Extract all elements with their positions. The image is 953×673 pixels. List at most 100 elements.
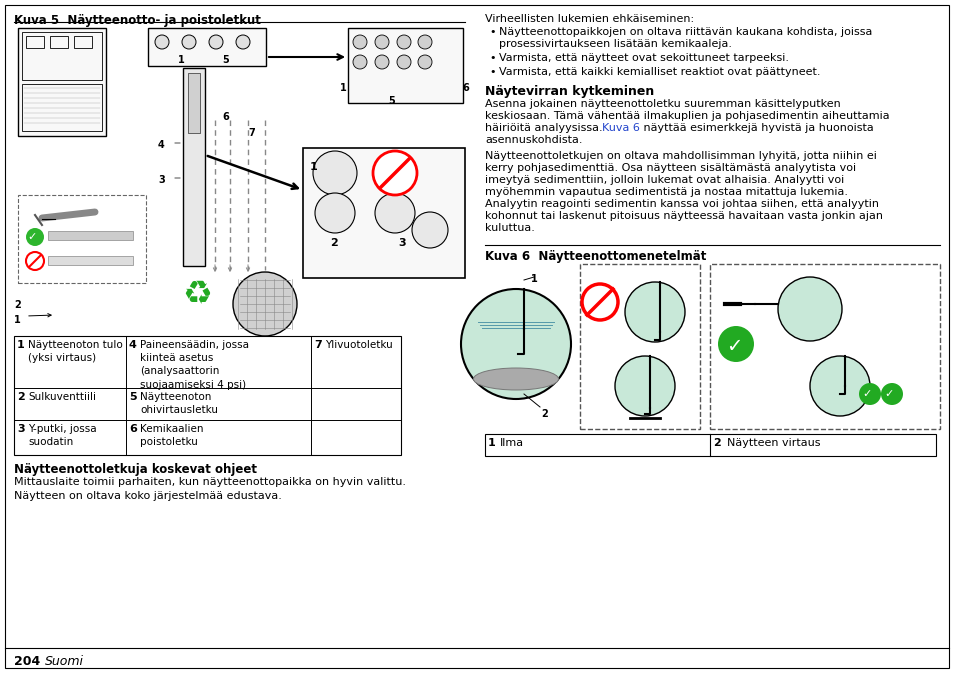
- Circle shape: [412, 212, 448, 248]
- Text: Näytteenottoletkuja koskevat ohjeet: Näytteenottoletkuja koskevat ohjeet: [14, 463, 256, 476]
- Text: prosessivirtaukseen lisätään kemikaaleja.: prosessivirtaukseen lisätään kemikaaleja…: [498, 39, 731, 49]
- Text: Näytteenoton tulo
(yksi virtaus): Näytteenoton tulo (yksi virtaus): [28, 340, 123, 363]
- Circle shape: [375, 193, 415, 233]
- Bar: [484, 434, 935, 456]
- Circle shape: [396, 35, 411, 49]
- Text: Sulkuventtiili: Sulkuventtiili: [28, 392, 96, 402]
- Circle shape: [809, 356, 869, 416]
- Circle shape: [778, 277, 841, 341]
- Bar: [148, 28, 266, 66]
- Text: 2: 2: [540, 409, 547, 419]
- Text: 2: 2: [712, 438, 720, 448]
- Text: 6: 6: [129, 424, 136, 434]
- Text: 1: 1: [488, 438, 496, 448]
- Text: häiriöitä analyysissa.: häiriöitä analyysissa.: [484, 123, 605, 133]
- Circle shape: [26, 252, 44, 270]
- Circle shape: [624, 282, 684, 342]
- Text: ✓: ✓: [27, 232, 36, 242]
- Text: 5: 5: [129, 392, 136, 402]
- Text: Asenna jokainen näytteenottoletku suuremman käsittelyputken: Asenna jokainen näytteenottoletku suurem…: [484, 99, 840, 109]
- Text: 1: 1: [178, 55, 185, 65]
- Text: Virheellisten lukemien ehkäiseminen:: Virheellisten lukemien ehkäiseminen:: [484, 14, 694, 24]
- Circle shape: [858, 383, 880, 405]
- Circle shape: [417, 35, 432, 49]
- Text: Kuva 5  Näytteenotto- ja poistoletkut: Kuva 5 Näytteenotto- ja poistoletkut: [14, 14, 260, 27]
- Bar: [74, 36, 91, 48]
- Bar: [14, 336, 400, 455]
- Ellipse shape: [473, 368, 558, 390]
- Text: 1: 1: [14, 315, 21, 325]
- Circle shape: [233, 272, 296, 336]
- Circle shape: [375, 55, 389, 69]
- Bar: [183, 68, 205, 266]
- Circle shape: [353, 55, 367, 69]
- Text: Kemikaalien
poistoletku: Kemikaalien poistoletku: [140, 424, 203, 447]
- Text: 7: 7: [314, 340, 321, 350]
- Circle shape: [209, 35, 223, 49]
- Bar: [579, 264, 700, 429]
- Text: 1: 1: [17, 340, 25, 350]
- Text: •: •: [489, 67, 495, 77]
- Text: Näytteenoton
ohivirtausletku: Näytteenoton ohivirtausletku: [140, 392, 218, 415]
- Text: ✓: ✓: [883, 389, 892, 399]
- Bar: [48, 256, 132, 265]
- Text: Ylivuotoletku: Ylivuotoletku: [325, 340, 393, 350]
- Text: 1: 1: [339, 83, 346, 93]
- Text: ✓: ✓: [725, 337, 741, 356]
- Circle shape: [26, 228, 44, 246]
- Circle shape: [581, 284, 618, 320]
- Text: Ilma: Ilma: [499, 438, 523, 448]
- Text: 6: 6: [222, 112, 229, 122]
- Circle shape: [615, 356, 675, 416]
- Text: Kuva 6: Kuva 6: [601, 123, 639, 133]
- Text: 5: 5: [222, 55, 229, 65]
- Text: •: •: [489, 53, 495, 63]
- Circle shape: [235, 35, 250, 49]
- Text: Näytevirran kytkeminen: Näytevirran kytkeminen: [484, 85, 654, 98]
- Text: imeytyä sedimenttiin, jolloin lukemat ovat alhaisia. Analyytti voi: imeytyä sedimenttiin, jolloin lukemat ov…: [484, 175, 843, 185]
- Circle shape: [880, 383, 902, 405]
- Text: 6: 6: [461, 83, 468, 93]
- Text: Varmista, että näytteet ovat sekoittuneet tarpeeksi.: Varmista, että näytteet ovat sekoittunee…: [498, 53, 788, 63]
- Text: ♻: ♻: [182, 279, 212, 312]
- Circle shape: [154, 35, 169, 49]
- Text: myöhemmin vapautua sedimentistä ja nostaa mitattuja lukemia.: myöhemmin vapautua sedimentistä ja nosta…: [484, 187, 847, 197]
- Text: 3: 3: [397, 238, 405, 248]
- Text: 2: 2: [17, 392, 25, 402]
- Bar: [18, 28, 106, 136]
- Circle shape: [375, 35, 389, 49]
- Text: 2: 2: [330, 238, 337, 248]
- Bar: [303, 148, 464, 278]
- Bar: [348, 28, 462, 103]
- Text: 7: 7: [248, 128, 254, 138]
- Text: Näytteen virtaus: Näytteen virtaus: [726, 438, 820, 448]
- Circle shape: [718, 326, 753, 362]
- Text: 1: 1: [531, 274, 537, 284]
- Text: 4: 4: [129, 340, 136, 350]
- Circle shape: [182, 35, 195, 49]
- Text: kuluttua.: kuluttua.: [484, 223, 535, 233]
- Text: Y-putki, jossa
suodatin: Y-putki, jossa suodatin: [28, 424, 96, 447]
- Text: 204: 204: [14, 655, 40, 668]
- Bar: [26, 36, 44, 48]
- Text: 3: 3: [158, 175, 165, 185]
- Text: kohonnut tai laskenut pitoisuus näytteessä havaitaan vasta jonkin ajan: kohonnut tai laskenut pitoisuus näyttees…: [484, 211, 882, 221]
- Text: Paineensäädin, jossa
kiinteä asetus
(analysaattorin
suojaamiseksi 4 psi): Paineensäädin, jossa kiinteä asetus (ana…: [140, 340, 249, 390]
- Bar: [22, 32, 102, 80]
- Text: 4: 4: [158, 140, 165, 150]
- Text: keskiosaan. Tämä vähentää ilmakuplien ja pohjasedimentin aiheuttamia: keskiosaan. Tämä vähentää ilmakuplien ja…: [484, 111, 889, 121]
- Bar: [188, 73, 200, 133]
- Text: kerry pohjasedimenttiä. Osa näytteen sisältämästä analyytista voi: kerry pohjasedimenttiä. Osa näytteen sis…: [484, 163, 855, 173]
- Circle shape: [353, 35, 367, 49]
- Text: •: •: [489, 27, 495, 37]
- Text: 5: 5: [388, 96, 395, 106]
- Bar: [50, 36, 68, 48]
- Circle shape: [460, 289, 571, 399]
- Circle shape: [417, 55, 432, 69]
- Text: Näytteenottoletkujen on oltava mahdollisimman lyhyitä, jotta niihin ei: Näytteenottoletkujen on oltava mahdollis…: [484, 151, 876, 161]
- Text: Varmista, että kaikki kemialliset reaktiot ovat päättyneet.: Varmista, että kaikki kemialliset reakti…: [498, 67, 820, 77]
- Text: näyttää esimerkkejä hyvistä ja huonoista: näyttää esimerkkejä hyvistä ja huonoista: [639, 123, 873, 133]
- Text: ✓: ✓: [862, 389, 870, 399]
- Bar: [22, 84, 102, 131]
- Text: 1: 1: [310, 162, 317, 172]
